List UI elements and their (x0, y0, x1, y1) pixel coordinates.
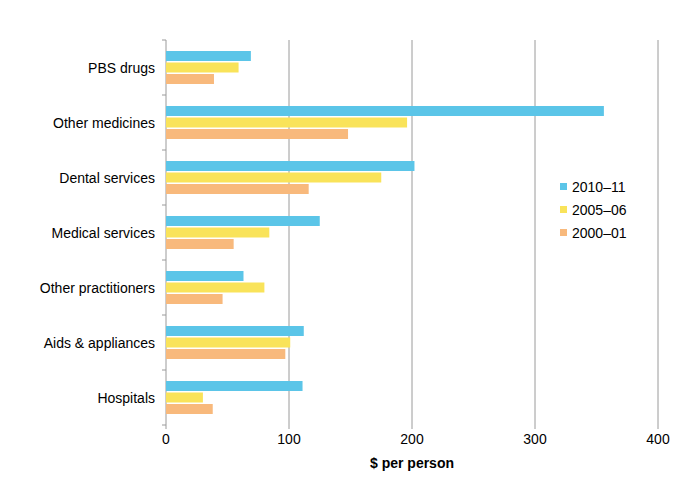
bar (166, 118, 407, 128)
axis-title: $ per person (370, 455, 454, 471)
bar (166, 106, 604, 116)
axis-tick (162, 315, 166, 316)
bar (166, 271, 243, 281)
category-label: PBS drugs (88, 60, 155, 76)
tick-label: 100 (277, 431, 301, 447)
axis-tick (162, 370, 166, 371)
tick-mark (289, 425, 290, 429)
grid-line (412, 40, 413, 425)
tick-mark (166, 425, 167, 429)
bar (166, 381, 303, 391)
bar (166, 239, 234, 249)
category-label: Dental services (59, 170, 155, 186)
bar (166, 283, 264, 293)
bar (166, 129, 348, 139)
bar (166, 294, 223, 304)
bar (166, 184, 309, 194)
category-label: Medical services (52, 225, 155, 241)
legend-swatch (560, 183, 567, 190)
chart: 0 100 200 300 400 PBS drugs Other medicines Den… (0, 0, 700, 491)
tick-label: 400 (646, 431, 670, 447)
category-label: Hospitals (97, 390, 155, 406)
axis-tick (162, 205, 166, 206)
bar (166, 349, 285, 359)
category-label: Aids & appliances (44, 335, 155, 351)
grid-line (658, 40, 659, 425)
bar (166, 63, 239, 73)
bar (166, 74, 214, 84)
axis-tick (162, 95, 166, 96)
legend-bg (556, 177, 648, 250)
bar (166, 161, 414, 171)
grid-line (535, 40, 536, 425)
bars (166, 51, 604, 414)
legend-label: 2000–01 (572, 225, 627, 241)
bar (166, 338, 290, 348)
bar (166, 404, 213, 414)
tick-label: 0 (162, 431, 170, 447)
legend-label: 2005–06 (572, 202, 627, 218)
legend-swatch (560, 229, 567, 236)
bar (166, 393, 203, 403)
bar (166, 216, 320, 226)
axis-tick (162, 40, 166, 41)
axis-tick (162, 260, 166, 261)
legend: 2010–11 2005–06 2000–01 (556, 177, 648, 250)
bar (166, 51, 251, 61)
grid (166, 40, 658, 429)
axis-tick (162, 150, 166, 151)
tick-mark (412, 425, 413, 429)
axis-tick (162, 425, 166, 426)
legend-swatch (560, 206, 567, 213)
bar (166, 228, 269, 238)
tick-mark (535, 425, 536, 429)
tick-label: 300 (523, 431, 547, 447)
category-label: Other medicines (53, 115, 155, 131)
tick-label: 200 (400, 431, 424, 447)
category-label: Other practitioners (40, 280, 155, 296)
bar (166, 326, 304, 336)
legend-label: 2010–11 (572, 179, 626, 195)
grid-line (289, 40, 290, 425)
tick-mark (658, 425, 659, 429)
bar (166, 173, 381, 183)
